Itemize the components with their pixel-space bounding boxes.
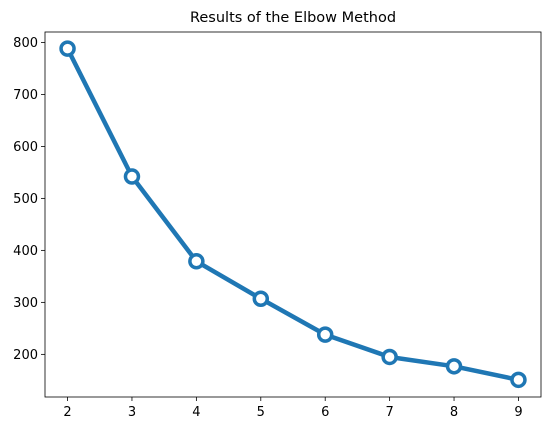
x-tick-label: 9 bbox=[514, 405, 522, 420]
plot-frame bbox=[44, 31, 542, 398]
data-point bbox=[59, 40, 76, 57]
x-tick-label: 6 bbox=[321, 405, 329, 420]
y-tick-label: 500 bbox=[13, 192, 38, 207]
x-tick-label: 7 bbox=[385, 405, 393, 420]
x-axis: 2 3 4 5 6 7 8 9 bbox=[63, 397, 523, 420]
y-tick-label: 600 bbox=[13, 140, 38, 155]
series-layer bbox=[59, 40, 527, 389]
x-tick-label: 3 bbox=[128, 405, 136, 420]
y-tick-label: 800 bbox=[13, 36, 38, 51]
data-point bbox=[445, 358, 463, 375]
chart-title: Results of the Elbow Method bbox=[190, 10, 396, 26]
x-tick-label: 8 bbox=[450, 405, 458, 420]
y-tick-label: 400 bbox=[13, 244, 38, 259]
data-point bbox=[510, 371, 527, 389]
y-tick-label: 300 bbox=[13, 296, 38, 311]
data-point bbox=[188, 253, 205, 270]
y-tick-label: 200 bbox=[13, 348, 38, 363]
x-tick-label: 5 bbox=[257, 405, 265, 420]
y-axis: 200 300 400 500 600 700 800 bbox=[13, 36, 45, 363]
series-line bbox=[65, 46, 521, 383]
data-point bbox=[316, 326, 334, 343]
data-point bbox=[123, 168, 141, 185]
data-point bbox=[252, 290, 270, 307]
x-tick-label: 4 bbox=[192, 405, 200, 420]
data-point bbox=[381, 348, 398, 366]
y-tick-label: 700 bbox=[13, 88, 38, 103]
x-tick-label: 2 bbox=[63, 405, 71, 420]
